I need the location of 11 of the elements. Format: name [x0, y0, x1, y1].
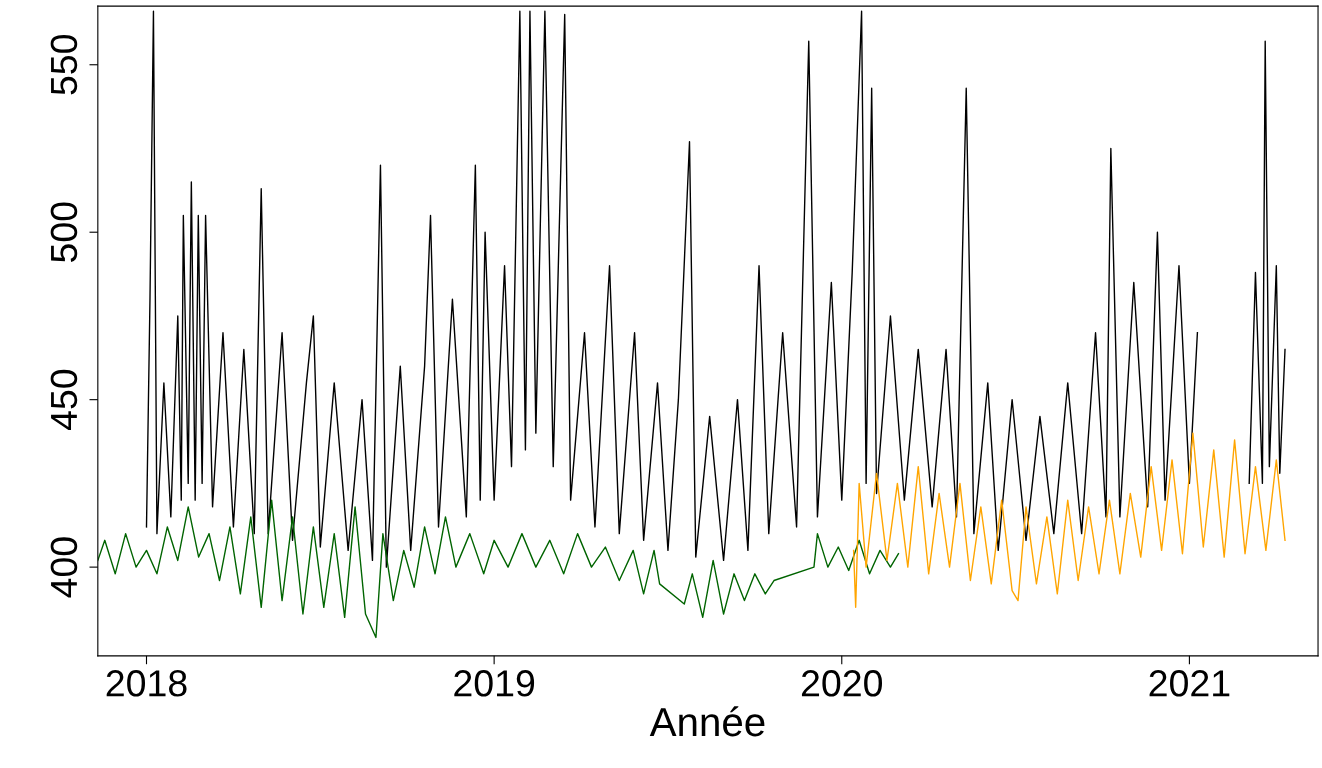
x-tick-label: 2019: [454, 670, 535, 697]
line-series: [852, 432, 1286, 609]
x-tick-label: 2021: [1149, 670, 1230, 697]
x-axis-title: Année: [649, 706, 765, 737]
x-tick-label: 2018: [106, 670, 187, 697]
line-series: [97, 499, 900, 639]
y-tick-label: 550: [50, 34, 78, 95]
y-tick-label: 400: [50, 537, 78, 598]
y-tick-label: 500: [50, 202, 78, 262]
x-tick-label: 2020: [801, 670, 883, 697]
y-tick-label: 450: [50, 369, 78, 431]
